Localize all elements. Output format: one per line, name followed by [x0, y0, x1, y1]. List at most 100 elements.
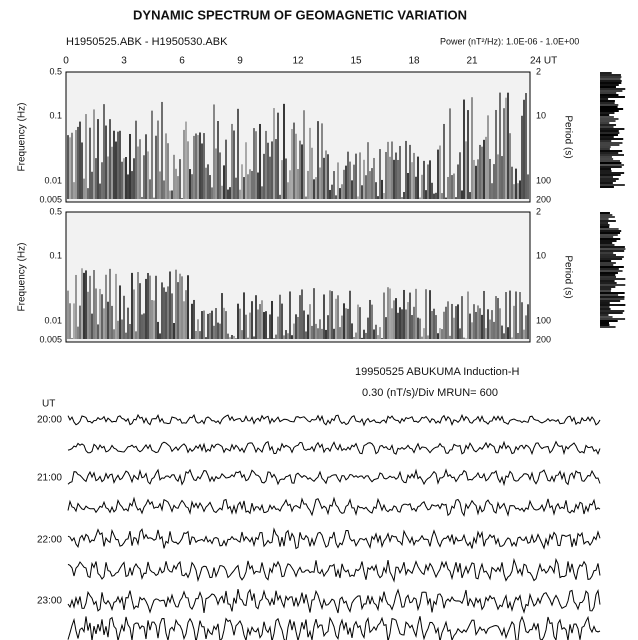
spectrogram-column [123, 295, 125, 339]
spectrogram-column [527, 304, 529, 339]
spectrogram-column [169, 271, 171, 339]
spectrogram-column [107, 301, 109, 339]
colorbar-strip [600, 114, 610, 116]
spectrogram-column [409, 292, 411, 339]
spectrogram-column [351, 323, 353, 339]
trace-axis-label: UT [42, 399, 55, 410]
spectrogram-column [355, 332, 357, 339]
spectrogram-column [201, 311, 203, 339]
spectrogram-column [285, 158, 287, 199]
spectrogram-column [271, 300, 273, 339]
spectrogram-column [131, 171, 133, 199]
spectrogram-column [495, 109, 497, 199]
spectrogram-column [497, 298, 499, 339]
spectrogram-column [221, 293, 223, 339]
spectrogram-column [223, 307, 225, 339]
spectrogram-column [419, 318, 421, 339]
spectrogram-column [129, 133, 131, 199]
time-tick-label: 6 [179, 56, 185, 67]
spectrogram-column [525, 93, 527, 199]
trace-time-label: 20:00 [37, 415, 62, 426]
spectrogram-column [157, 321, 159, 339]
frequency-tick-label: 0.5 [49, 206, 62, 216]
waveform-trace [67, 557, 601, 583]
spectrogram-column [265, 311, 267, 339]
spectrogram-column [181, 276, 183, 339]
spectrogram-column [145, 278, 147, 339]
power-colorbar [600, 72, 626, 188]
spectrogram-column [275, 334, 277, 339]
spectrogram-column [177, 282, 179, 339]
spectrogram-column [361, 185, 363, 199]
spectrogram-column [505, 292, 507, 339]
colorbar-strip [600, 182, 613, 184]
spectrogram-column [87, 291, 89, 339]
spectrogram-column [67, 135, 69, 199]
spectrogram-column [157, 120, 159, 199]
spectrogram-column [479, 308, 481, 339]
spectrogram-column [215, 148, 217, 199]
spectrogram-column [117, 320, 119, 339]
spectrogram-column [509, 290, 511, 339]
spectrogram-column [445, 197, 447, 199]
spectrogram-column [243, 177, 245, 199]
spectrogram-column [137, 146, 139, 199]
spectrogram-column [231, 123, 233, 199]
spectrogram-column [165, 133, 167, 199]
frequency-tick-label: 0.005 [39, 334, 62, 344]
spectrogram-column [375, 182, 377, 199]
trace-scale: 0.30 (nT/s)/Div MRUN= 600 [362, 387, 498, 399]
colorbar-strip [600, 156, 612, 158]
spectrogram-column [79, 121, 81, 199]
period-tick-label: 2 [536, 206, 541, 216]
spectrogram-column [185, 121, 187, 199]
colorbar-strip [600, 94, 619, 96]
spectrogram-column [87, 188, 89, 199]
colorbar-strip [600, 86, 616, 88]
spectrogram-column [387, 141, 389, 199]
spectrogram-column [253, 336, 255, 339]
spectrogram-column [169, 190, 171, 199]
spectrogram-column [465, 141, 467, 199]
spectrogram-column [327, 315, 329, 339]
spectrogram-column [259, 304, 261, 339]
colorbar-strip [600, 152, 619, 154]
colorbar-strip [600, 228, 619, 230]
spectrogram-column [453, 173, 455, 199]
period-tick-label: 200 [536, 194, 551, 204]
time-tick-label: 18 [408, 56, 420, 67]
spectrogram-column [475, 165, 477, 199]
spectrogram-column [247, 174, 249, 199]
spectrogram-column [485, 136, 487, 199]
spectrogram-column [435, 315, 437, 339]
spectrogram-column [313, 179, 315, 199]
spectrogram-column [189, 169, 191, 199]
colorbar-strip [600, 112, 615, 114]
spectrogram-column [71, 338, 73, 339]
trace-time-label: 22:00 [37, 535, 62, 546]
axis-labels: 0 3 6 9 12 15 18 21 24 UT0.50.10.010.00521010020… [17, 56, 574, 607]
spectrogram-column [353, 337, 355, 339]
spectrogram-column [463, 99, 465, 199]
spectrogram-column [261, 186, 263, 199]
frequency-axis-label: Frequency (Hz) [17, 103, 28, 172]
colorbar-strip [600, 186, 614, 188]
period-tick-label: 100 [536, 176, 551, 186]
spectrogram-column [379, 149, 381, 199]
spectrogram-column [277, 316, 279, 339]
spectrogram-column [119, 130, 121, 199]
frequency-tick-label: 0.005 [39, 194, 62, 204]
spectrogram-column [401, 197, 403, 199]
spectrogram-column [147, 272, 149, 339]
spectrogram-column [283, 103, 285, 199]
colorbar-strip [600, 226, 610, 228]
trace-header: 19950525 ABUKUMA Induction-H [355, 366, 520, 378]
spectrogram-column [457, 304, 459, 339]
colorbar-strip [600, 104, 619, 106]
spectrogram-column [249, 169, 251, 199]
spectrogram-column [451, 175, 453, 199]
colorbar-strip [600, 272, 618, 274]
spectrogram-column [167, 143, 169, 199]
spectrogram-column [89, 275, 91, 339]
spectrogram-column [243, 292, 245, 339]
